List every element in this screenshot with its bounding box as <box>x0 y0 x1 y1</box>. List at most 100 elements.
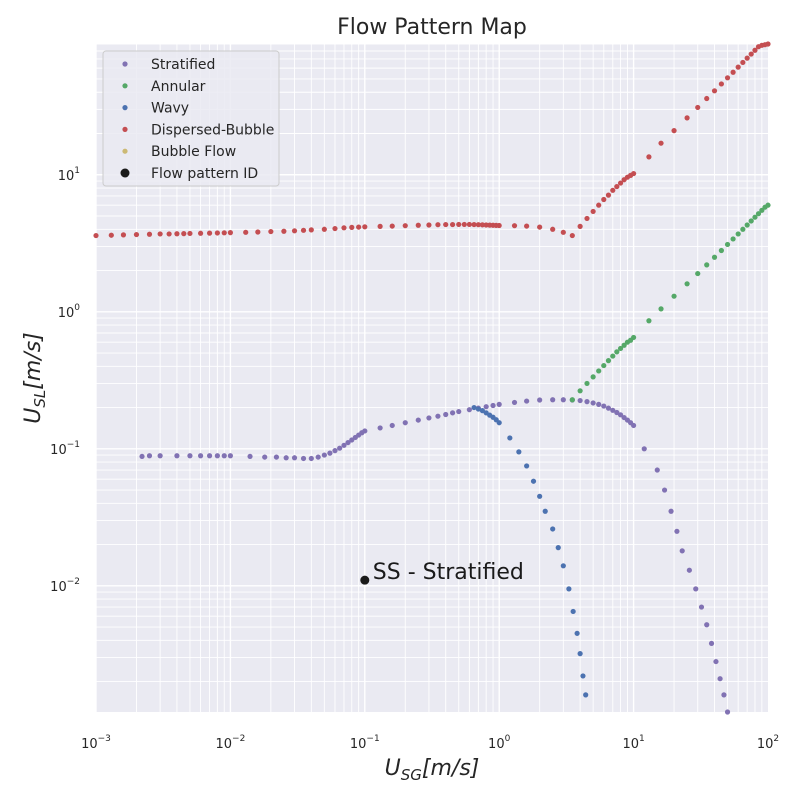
data-point <box>661 487 668 493</box>
data-point <box>524 398 530 404</box>
data-point <box>744 55 750 61</box>
data-point <box>569 232 575 239</box>
x-axis-label: USG[m/s] <box>385 756 480 784</box>
data-point <box>120 232 127 238</box>
y-axis-ticks: 10−2 10−1 100 101 <box>50 166 80 595</box>
data-point <box>605 192 612 198</box>
x-tick-label: 10−3 <box>81 734 111 752</box>
data-point <box>560 229 566 235</box>
data-point <box>730 236 736 242</box>
data-point <box>590 374 596 380</box>
data-point <box>695 270 701 277</box>
data-point <box>402 420 408 426</box>
data-point <box>362 428 368 434</box>
chart-title: Flow Pattern Map <box>337 15 527 40</box>
flow-pattern-annotation: SS - Stratified <box>360 560 524 585</box>
y-axis-label-unit: [m/s] <box>21 332 46 389</box>
data-point <box>590 208 596 215</box>
data-point <box>466 407 472 413</box>
data-point <box>654 467 660 473</box>
data-point <box>574 630 580 636</box>
data-point <box>332 225 338 232</box>
data-point <box>641 446 647 452</box>
data-point <box>475 406 481 412</box>
data-point <box>511 223 518 229</box>
data-point <box>755 211 762 217</box>
data-point <box>461 221 467 228</box>
data-point <box>765 202 771 208</box>
data-point <box>479 222 486 228</box>
data-point <box>187 453 193 459</box>
data-point <box>291 228 298 234</box>
legend-entry: Stratified <box>151 57 215 73</box>
data-point <box>108 232 114 238</box>
data-point <box>187 230 193 237</box>
data-point <box>511 399 518 406</box>
data-point <box>456 221 462 228</box>
data-point <box>389 223 395 229</box>
data-point <box>577 388 583 394</box>
data-point <box>718 81 724 87</box>
data-point <box>435 413 441 419</box>
data-point <box>402 223 408 229</box>
data-point <box>206 453 213 459</box>
data-point <box>721 692 727 698</box>
data-point <box>550 526 556 532</box>
data-point <box>146 453 153 459</box>
data-point <box>550 397 556 403</box>
data-point <box>166 231 172 237</box>
legend-marker <box>122 83 128 89</box>
data-point <box>740 59 746 66</box>
data-point <box>671 293 677 299</box>
data-point <box>646 318 652 324</box>
data-point <box>759 207 765 213</box>
x-axis-ticks: 10−3 10−2 10−1 100 101 102 <box>81 734 779 752</box>
data-point <box>748 51 754 57</box>
data-point <box>610 187 616 193</box>
data-point <box>580 673 586 679</box>
data-point <box>243 229 249 235</box>
legend: Stratified Annular Wavy Dispersed-Bubble Bub… <box>102 50 280 187</box>
data-point <box>362 224 368 230</box>
y-axis-label: USL[m/s] <box>21 332 49 423</box>
data-point <box>315 454 321 460</box>
legend-marker <box>122 61 128 67</box>
data-point <box>443 221 449 228</box>
data-point <box>206 230 213 236</box>
data-point <box>601 196 607 203</box>
data-point <box>449 221 456 228</box>
legend-entry: Dispersed-Bubble <box>151 122 274 138</box>
data-point <box>345 439 351 446</box>
data-point <box>718 247 724 254</box>
data-point <box>584 215 590 222</box>
data-point <box>724 75 731 81</box>
series-annular <box>569 202 771 403</box>
flow-pattern-id-label: SS - Stratified <box>373 560 524 585</box>
data-point <box>744 222 750 228</box>
data-point <box>730 69 736 75</box>
data-point <box>157 231 163 237</box>
data-point <box>341 442 347 448</box>
data-point <box>146 231 153 237</box>
data-point <box>356 224 362 230</box>
data-point <box>601 362 607 369</box>
data-point <box>646 154 652 160</box>
data-point <box>273 454 280 460</box>
legend-entry: Bubble Flow <box>151 144 236 160</box>
data-point <box>674 528 680 534</box>
data-point <box>214 230 220 236</box>
data-point <box>435 222 441 228</box>
data-point <box>181 230 187 237</box>
data-point <box>174 453 180 459</box>
data-point <box>631 334 637 341</box>
data-point <box>221 230 227 236</box>
data-point <box>537 397 543 403</box>
data-point <box>247 453 253 460</box>
data-point <box>740 226 746 232</box>
x-tick-label: 100 <box>488 734 511 752</box>
y-tick-label: 101 <box>58 166 80 184</box>
data-point <box>631 422 637 429</box>
series-wavy <box>471 404 589 698</box>
data-point <box>617 412 624 418</box>
data-point <box>550 226 556 232</box>
